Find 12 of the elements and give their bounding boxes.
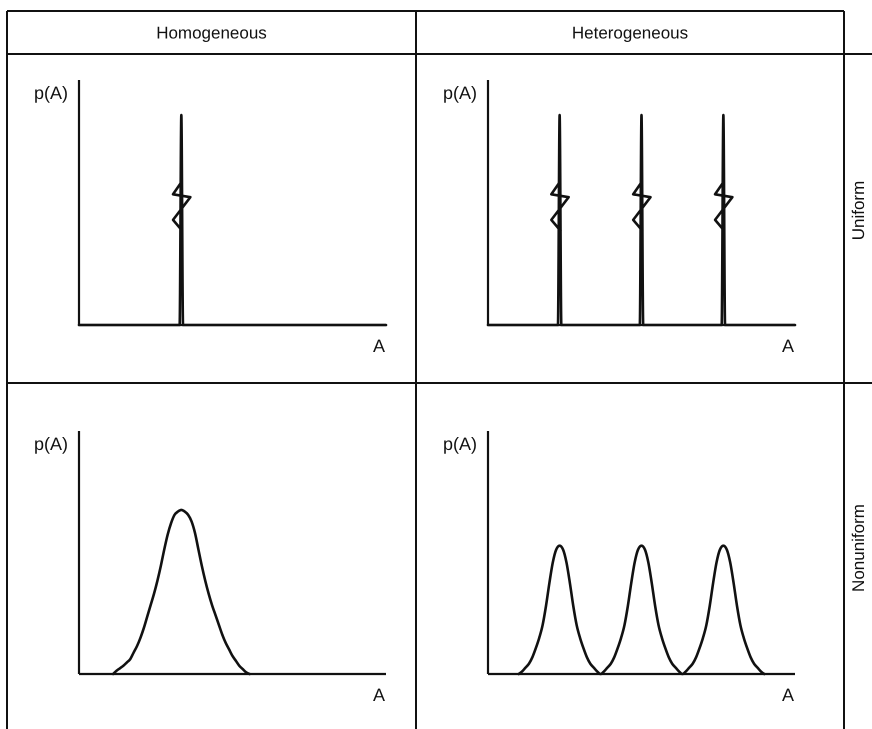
x-axis-title: A — [782, 685, 794, 705]
chart-title: Heterogeneous — [572, 23, 688, 42]
x-axis-title: A — [372, 336, 386, 356]
y-axis-title: p(A) — [442, 83, 477, 103]
y-axis-title: p(A) — [34, 434, 68, 454]
chart-title: Homogeneous — [156, 23, 267, 42]
text: Nonuniform — [848, 504, 868, 592]
y-axis-title: p(A) — [34, 83, 68, 103]
y-axis-title: p(A) — [442, 434, 477, 454]
text: Uniform — [848, 180, 868, 240]
x-axis-title: A — [782, 336, 794, 356]
x-axis-title: A — [372, 685, 386, 705]
